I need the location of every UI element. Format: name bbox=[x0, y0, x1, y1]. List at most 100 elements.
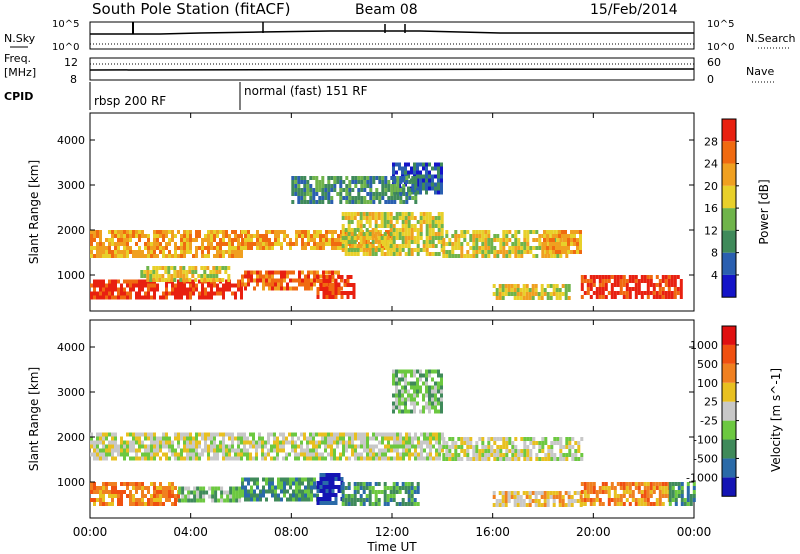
power-cell bbox=[182, 270, 186, 274]
velocity-cell bbox=[285, 440, 288, 445]
power-cell bbox=[144, 242, 147, 246]
power-cell bbox=[315, 184, 319, 188]
velocity-cell bbox=[434, 385, 437, 390]
velocity-cell bbox=[426, 432, 429, 437]
power-cell bbox=[553, 230, 557, 234]
power-cell bbox=[652, 295, 656, 299]
power-cell bbox=[419, 186, 422, 191]
velocity-cell bbox=[199, 498, 203, 503]
power-cell bbox=[318, 184, 322, 188]
velocity-cell bbox=[247, 497, 250, 502]
power-cell bbox=[331, 234, 334, 238]
velocity-cell bbox=[222, 444, 225, 449]
velocity-cell bbox=[336, 440, 339, 445]
power-cell bbox=[247, 270, 250, 275]
power-cell bbox=[180, 283, 183, 288]
velocity-cell bbox=[562, 457, 566, 461]
power-cell bbox=[365, 252, 369, 256]
power-cell bbox=[408, 188, 412, 192]
velocity-cell bbox=[178, 498, 182, 503]
power-cell bbox=[359, 236, 363, 240]
velocity-cell bbox=[96, 456, 99, 461]
velocity-cell bbox=[347, 486, 351, 490]
power-cell bbox=[389, 244, 393, 248]
power-cell bbox=[313, 246, 316, 250]
power-cell bbox=[661, 291, 665, 295]
power-cell bbox=[344, 248, 348, 252]
power-cell bbox=[192, 254, 195, 258]
velocity-cell bbox=[550, 445, 554, 449]
velocity-cell bbox=[571, 437, 575, 441]
velocity-cell bbox=[90, 432, 93, 437]
power-cell bbox=[165, 246, 168, 250]
power-cell bbox=[126, 295, 129, 300]
power-cell bbox=[350, 220, 354, 224]
velocity-cell bbox=[291, 432, 294, 437]
power-cell bbox=[504, 292, 508, 296]
velocity-cell bbox=[274, 497, 277, 502]
power-cell bbox=[434, 244, 438, 248]
power-cell bbox=[535, 254, 539, 258]
power-cell bbox=[622, 283, 626, 287]
power-cell bbox=[265, 282, 268, 287]
velocity-cell bbox=[213, 452, 216, 457]
power-cell bbox=[395, 236, 399, 240]
velocity-cell bbox=[244, 493, 247, 498]
power-cell bbox=[490, 246, 494, 250]
velocity-cell bbox=[523, 437, 527, 441]
velocity-cell bbox=[344, 486, 348, 490]
power-cell bbox=[544, 254, 548, 258]
power-cell bbox=[331, 278, 334, 283]
power-colorbar-tick-label: 4 bbox=[711, 269, 718, 282]
power-cell bbox=[510, 288, 514, 292]
velocity-cell bbox=[395, 490, 399, 494]
power-cell bbox=[402, 184, 406, 188]
velocity-cell bbox=[345, 456, 348, 461]
power-cell bbox=[573, 238, 576, 242]
power-cell bbox=[398, 228, 402, 232]
power-cell bbox=[546, 296, 550, 300]
power-cell bbox=[146, 266, 150, 270]
power-cell bbox=[401, 244, 405, 248]
velocity-cell bbox=[310, 497, 313, 502]
velocity-cell bbox=[159, 440, 162, 445]
power-cell bbox=[544, 250, 548, 254]
power-cell bbox=[207, 246, 210, 250]
velocity-cell bbox=[508, 457, 512, 461]
power-cell bbox=[350, 244, 354, 248]
velocity-cell bbox=[362, 502, 366, 506]
power-cell bbox=[528, 288, 532, 292]
velocity-cell bbox=[404, 397, 407, 402]
velocity-cell bbox=[416, 490, 420, 494]
power-cell bbox=[405, 180, 409, 184]
power-cell bbox=[268, 278, 271, 283]
power-colorbar-segment bbox=[722, 185, 736, 209]
power-cell bbox=[147, 287, 150, 292]
velocity-cell bbox=[120, 494, 123, 498]
velocity-cell bbox=[93, 444, 96, 449]
power-colorbar-tick-label: 8 bbox=[711, 247, 718, 260]
power-cell bbox=[330, 188, 334, 192]
power-cell bbox=[369, 196, 373, 200]
power-cell bbox=[153, 246, 156, 250]
power-cell bbox=[316, 275, 320, 279]
velocity-cell bbox=[419, 373, 422, 378]
power-cell bbox=[316, 234, 319, 238]
velocity-cell bbox=[407, 482, 411, 486]
velocity-cell bbox=[306, 452, 309, 457]
power-cell bbox=[434, 190, 437, 195]
power-cell bbox=[369, 176, 373, 180]
power-cell bbox=[522, 296, 526, 300]
velocity-cell bbox=[189, 444, 192, 449]
power-cell bbox=[676, 275, 680, 279]
power-cell bbox=[431, 240, 435, 244]
velocity-cell bbox=[522, 503, 526, 507]
velocity-cell bbox=[395, 405, 398, 410]
power-cell bbox=[123, 291, 126, 296]
power-cell bbox=[198, 279, 201, 284]
power-cell bbox=[90, 250, 93, 254]
velocity-cell bbox=[271, 485, 274, 490]
power-cell bbox=[316, 295, 320, 299]
power-cell bbox=[129, 230, 132, 234]
velocity-cell bbox=[198, 456, 201, 461]
